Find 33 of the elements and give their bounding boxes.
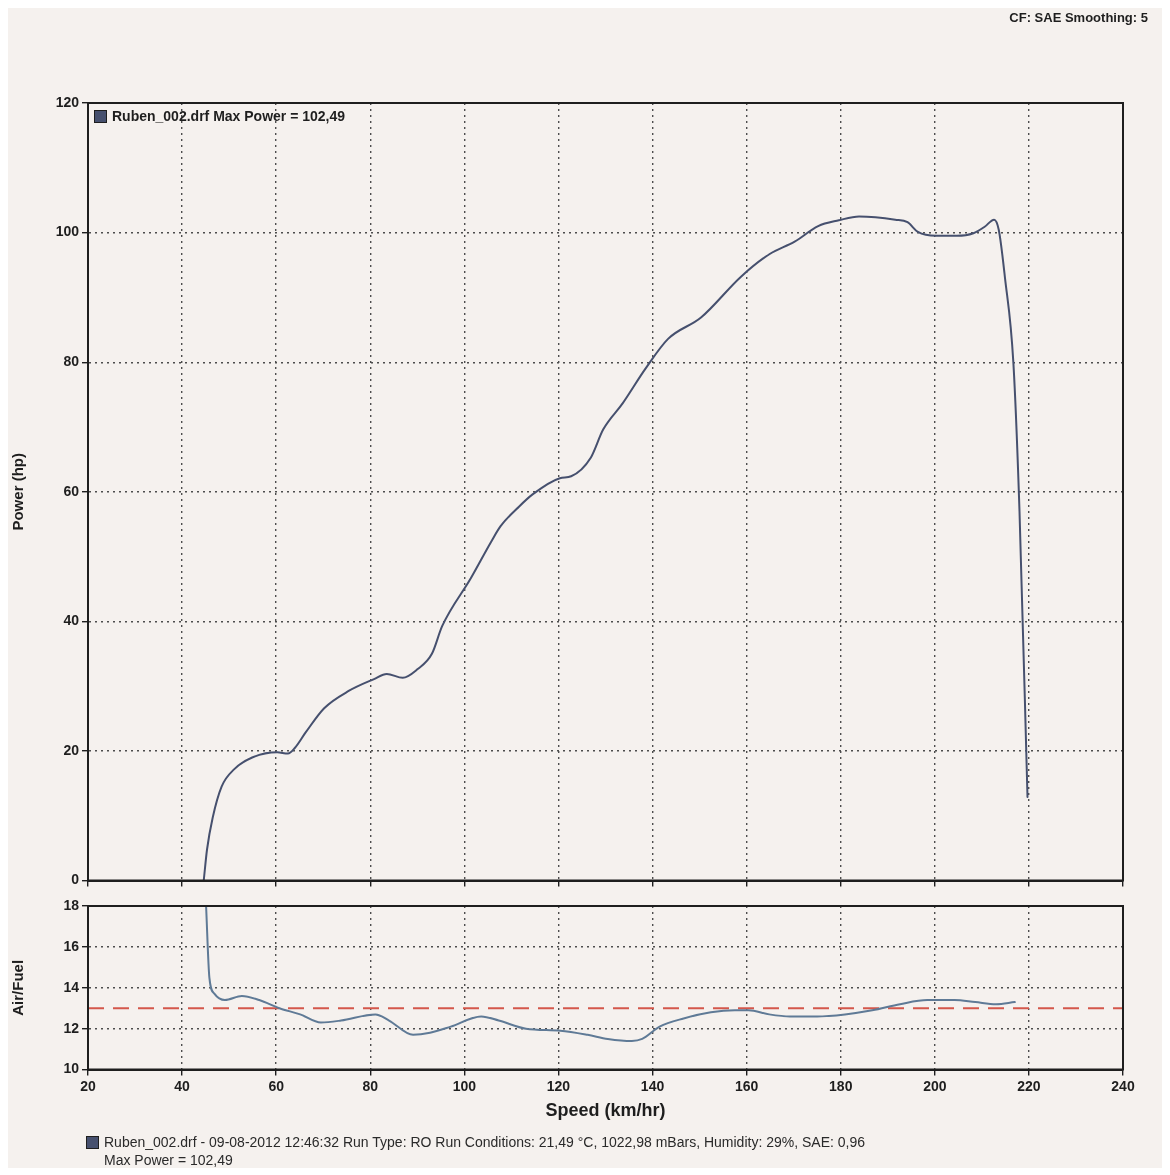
y-tick-label: 18 bbox=[63, 896, 80, 913]
x-tick-label: 220 bbox=[1017, 1077, 1041, 1094]
x-tick-label: 200 bbox=[923, 1077, 947, 1094]
x-tick-label: 100 bbox=[452, 1077, 477, 1094]
y-tick-label: 100 bbox=[55, 223, 80, 240]
x-axis-title: Speed (km/hr) bbox=[545, 1100, 666, 1121]
y-tick-label: 12 bbox=[63, 1019, 80, 1036]
y-tick-label: 14 bbox=[63, 978, 80, 995]
y-tick-label: 80 bbox=[63, 353, 80, 370]
y-tick-label: 40 bbox=[63, 612, 80, 629]
text: Max Power = 102,49 bbox=[104, 1152, 233, 1168]
y-tick-label: 20 bbox=[63, 741, 80, 758]
x-tick-label: 40 bbox=[174, 1077, 191, 1094]
text: CF: SAE Smoothing: 5 bbox=[1009, 10, 1148, 25]
line-series bbox=[202, 215, 1029, 881]
y-tick-label: 60 bbox=[63, 482, 80, 499]
x-tick-label: 160 bbox=[734, 1077, 759, 1094]
y-tick-label: 16 bbox=[63, 937, 80, 954]
y-axis-title: Power (hp) bbox=[9, 453, 27, 531]
y-tick-label: 0 bbox=[71, 871, 80, 888]
x-tick-label: 20 bbox=[80, 1077, 96, 1094]
y-axis-title: Air/Fuel bbox=[9, 959, 27, 1016]
y-tick-label: 10 bbox=[63, 1060, 80, 1077]
legend-label: Ruben_002.drf Max Power = 102,49 bbox=[112, 108, 346, 124]
x-tick-label: 240 bbox=[1111, 1077, 1135, 1094]
text: Ruben_002.drf - 09-08-2012 12:46:32 Run Type: RO Run Conditions: 21,49 °C, 1022,98 mBars, Humidity: 29%, SAE: 0,96 bbox=[104, 1134, 866, 1150]
x-tick-label: 80 bbox=[362, 1077, 379, 1094]
x-tick-label: 180 bbox=[829, 1077, 853, 1094]
line-series bbox=[205, 906, 1016, 1042]
y-tick-label: 120 bbox=[55, 93, 80, 110]
x-tick-label: 140 bbox=[640, 1077, 665, 1094]
x-tick-label: 60 bbox=[268, 1077, 285, 1094]
x-tick-label: 120 bbox=[546, 1077, 571, 1094]
